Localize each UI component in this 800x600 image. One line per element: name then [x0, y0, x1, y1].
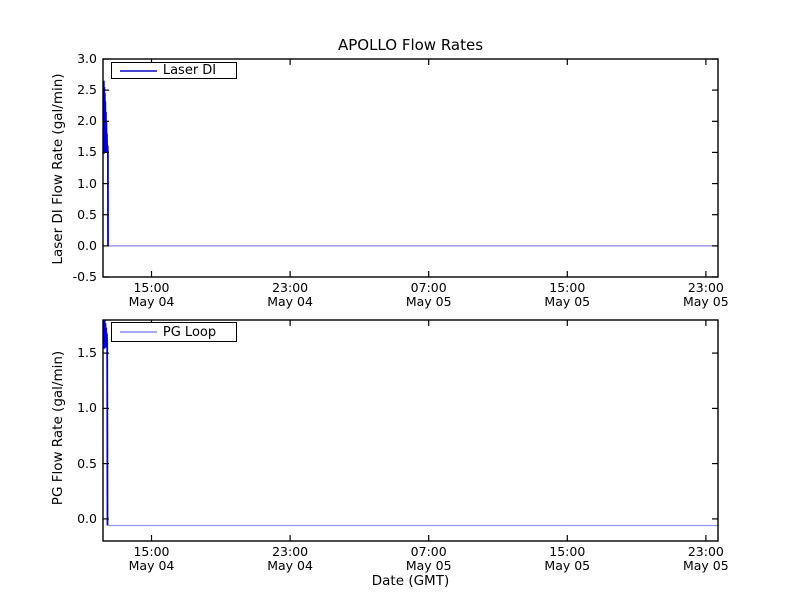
- series-line-pg-loop-spike: [103, 320, 109, 526]
- x-tick-time: 23:00: [687, 544, 724, 559]
- x-tick-time: 15:00: [549, 280, 586, 295]
- x-tick-date: May 05: [682, 293, 729, 309]
- x-tick-time: 07:00: [410, 280, 447, 295]
- y-tick-label: 0.5: [77, 455, 97, 471]
- y-axis-label-pg: PG Flow Rate (gal/min): [50, 350, 66, 506]
- legend-pg-loop: PG Loop: [111, 322, 237, 342]
- legend-line-sample-pg-loop: [120, 331, 157, 333]
- x-tick-time: 15:00: [549, 544, 586, 559]
- y-tick-label: 1.5: [77, 345, 97, 361]
- legend-line-sample-laser-di: [120, 69, 157, 72]
- x-tick-date: May 05: [405, 293, 452, 309]
- x-tick-time: 07:00: [410, 544, 447, 559]
- x-tick-date: May 05: [544, 293, 591, 309]
- x-tick-date: May 05: [682, 557, 729, 573]
- x-tick-date: May 04: [128, 557, 175, 573]
- x-tick-label: 23:00 May 04: [245, 281, 335, 308]
- x-tick-label: 23:00 May 05: [661, 281, 751, 308]
- series-line-laser-di-spike: [103, 80, 109, 246]
- y-tick-label: 1.0: [77, 175, 97, 191]
- legend-label-laser-di: Laser DI: [162, 63, 217, 78]
- y-tick-label: 0.0: [77, 237, 97, 253]
- plot-frame: [102, 58, 719, 278]
- x-tick-time: 23:00: [272, 280, 309, 295]
- y-tick-label: 3.0: [77, 51, 97, 66]
- y-tick-label: 2.0: [77, 113, 97, 129]
- legend-laser-di: Laser DI: [111, 62, 237, 79]
- x-tick-date: May 04: [267, 293, 313, 309]
- x-tick-date: May 05: [405, 557, 452, 573]
- plot-frame: [102, 319, 719, 542]
- x-tick-label: 15:00 May 05: [522, 281, 612, 308]
- x-tick-label: 23:00 May 05: [661, 545, 751, 572]
- x-tick-time: 23:00: [272, 544, 309, 559]
- x-tick-date: May 04: [267, 557, 313, 573]
- x-tick-date: May 04: [128, 293, 175, 309]
- legend-label-pg-loop: PG Loop: [162, 324, 217, 340]
- x-axis-label: Date (GMT): [371, 573, 450, 589]
- x-tick-label: 15:00 May 05: [522, 545, 612, 572]
- y-tick-label: 2.5: [77, 82, 97, 98]
- x-tick-label: 23:00 May 04: [245, 545, 335, 572]
- y-tick-label: 1.0: [77, 400, 97, 416]
- y-tick-label: 1.5: [77, 144, 97, 160]
- y-tick-label: -0.5: [72, 269, 97, 284]
- y-tick-label: 0.5: [77, 206, 97, 222]
- x-tick-time: 23:00: [687, 280, 724, 295]
- x-tick-time: 15:00: [133, 280, 170, 295]
- x-tick-label: 07:00 May 05: [384, 545, 474, 572]
- x-tick-label: 07:00 May 05: [384, 281, 474, 308]
- y-tick-label: 0.0: [77, 510, 97, 526]
- x-tick-label: 15:00 May 04: [107, 281, 197, 308]
- x-tick-time: 15:00: [133, 544, 170, 559]
- chart-title: APOLLO Flow Rates: [337, 36, 484, 54]
- y-axis-label-laser-di: Laser DI Flow Rate (gal/min): [50, 73, 66, 265]
- x-tick-label: 15:00 May 04: [107, 545, 197, 572]
- x-tick-date: May 05: [544, 557, 591, 573]
